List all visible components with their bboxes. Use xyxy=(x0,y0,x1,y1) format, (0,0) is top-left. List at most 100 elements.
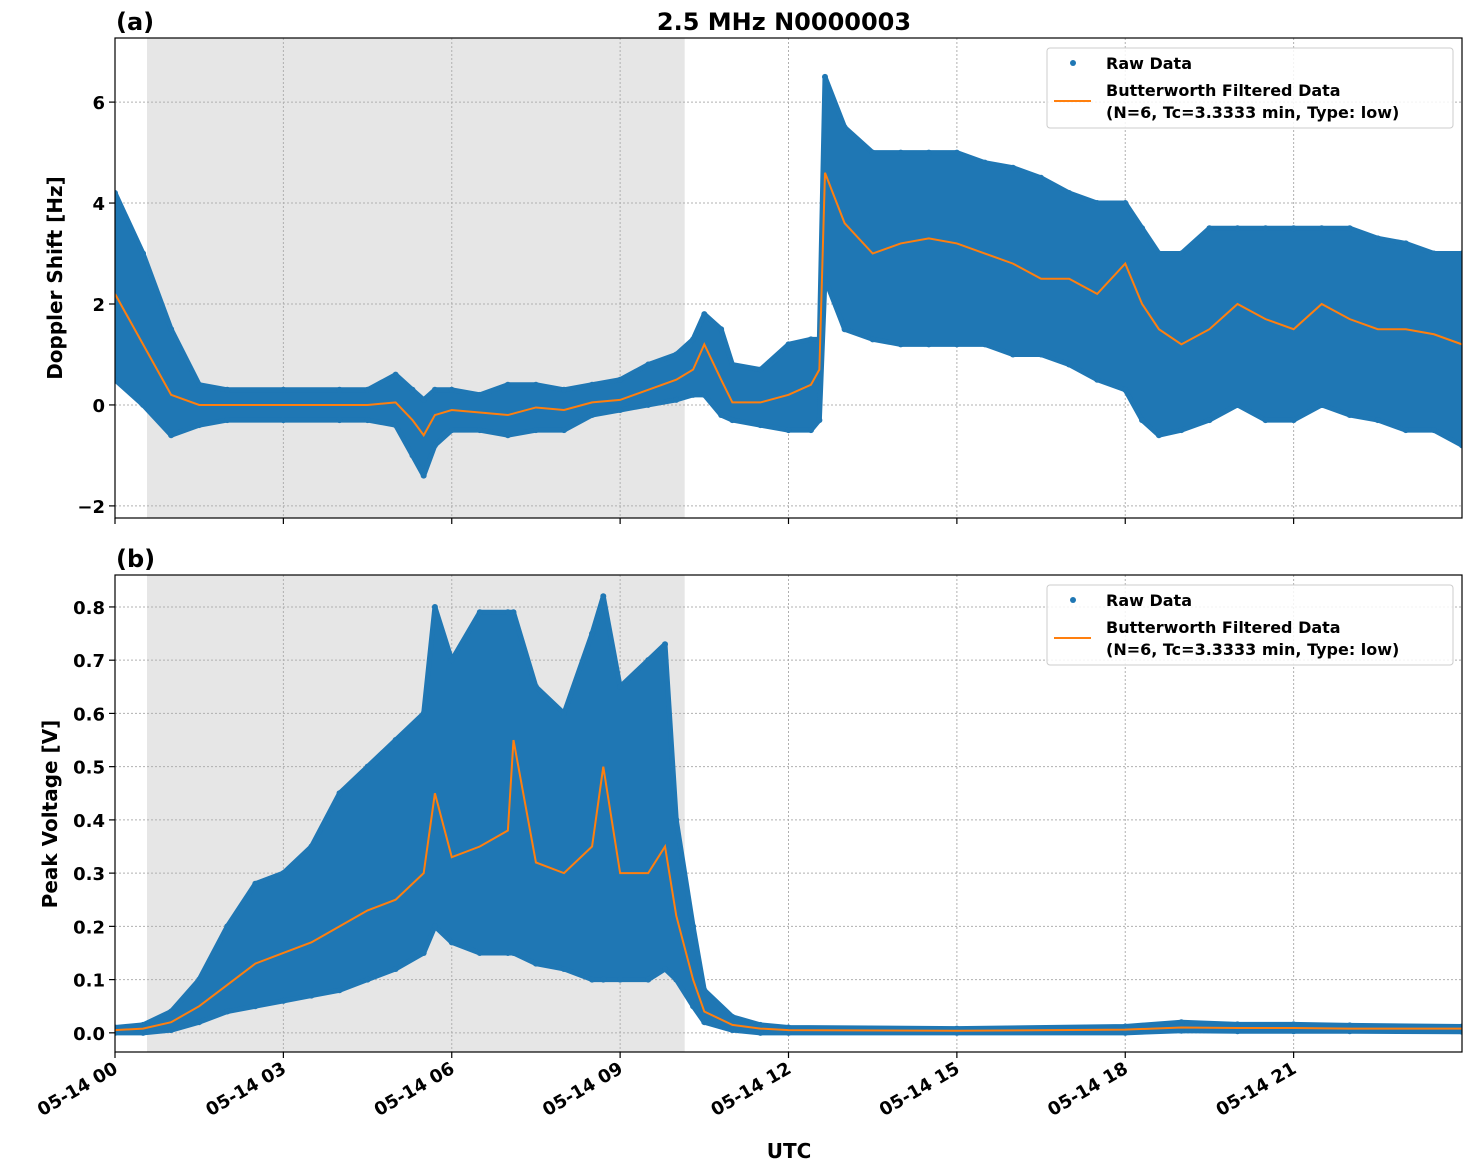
raw-data-point xyxy=(690,923,697,930)
raw-data-point xyxy=(448,939,455,946)
raw-data-point xyxy=(1346,1022,1353,1029)
y-tick-label: 0.2 xyxy=(73,917,105,938)
raw-data-point xyxy=(673,976,680,983)
raw-data-point xyxy=(476,949,483,956)
raw-data-point xyxy=(841,124,848,131)
legend: Raw Data Butterworth Filtered Data (N=6, T… xyxy=(1046,47,1454,129)
raw-data-point xyxy=(431,442,438,449)
raw-data-point xyxy=(1066,189,1073,196)
raw-data-point xyxy=(280,870,287,877)
raw-data-point xyxy=(645,976,652,983)
raw-data-point xyxy=(336,417,343,424)
raw-data-point xyxy=(448,657,455,664)
raw-data-point xyxy=(729,417,736,424)
raw-data-point xyxy=(841,326,848,333)
ylabel-a: Doppler Shift [Hz] xyxy=(43,176,67,380)
raw-data-point xyxy=(645,657,652,664)
raw-data-point xyxy=(690,1003,697,1010)
legend-box xyxy=(1046,584,1454,666)
raw-data-point xyxy=(504,949,511,956)
raw-data-point xyxy=(140,401,147,408)
raw-data-point xyxy=(510,609,517,616)
raw-data-point xyxy=(392,737,399,744)
panel-label-a: (a) xyxy=(116,8,154,36)
raw-data-point xyxy=(431,603,438,610)
raw-data-point xyxy=(504,381,511,388)
raw-data-point xyxy=(504,609,511,616)
raw-data-point xyxy=(280,417,287,424)
raw-data-point xyxy=(589,630,596,637)
raw-data-point xyxy=(115,1024,118,1031)
y-tick-label: 0.6 xyxy=(73,704,105,725)
raw-data-point xyxy=(308,992,315,999)
raw-data-point xyxy=(196,422,203,429)
raw-data-point xyxy=(600,593,607,600)
raw-data-point xyxy=(953,341,960,348)
raw-data-point xyxy=(1178,1027,1185,1034)
raw-data-point xyxy=(409,452,416,459)
raw-data-point xyxy=(420,949,427,956)
raw-data-point xyxy=(336,987,343,994)
raw-data-point xyxy=(196,976,203,983)
x-tick-label: 05-14 06 xyxy=(371,1058,458,1121)
raw-data-point xyxy=(1262,225,1269,232)
raw-data-point xyxy=(785,341,792,348)
raw-data-point xyxy=(600,976,607,983)
raw-data-point xyxy=(869,336,876,343)
raw-data-point xyxy=(1402,240,1409,247)
raw-data-point xyxy=(140,250,147,257)
raw-data-point xyxy=(1066,361,1073,368)
raw-data-point xyxy=(1290,1021,1297,1028)
raw-data-point xyxy=(729,361,736,368)
raw-data-point xyxy=(1122,1023,1129,1030)
raw-data-point xyxy=(953,149,960,156)
raw-data-point xyxy=(1155,432,1162,439)
legend-filtered-label: Butterworth Filtered Data xyxy=(1106,618,1341,637)
raw-data-point xyxy=(448,386,455,393)
raw-data-point xyxy=(532,960,539,967)
raw-data-point xyxy=(690,391,697,398)
raw-data-point xyxy=(807,336,814,343)
y-tick-label: 0.1 xyxy=(73,971,105,992)
raw-data-point xyxy=(224,1008,231,1015)
raw-data-point xyxy=(476,427,483,434)
raw-data-point xyxy=(1139,225,1146,232)
raw-data-point xyxy=(504,432,511,439)
raw-data-point xyxy=(1234,225,1241,232)
raw-data-point xyxy=(785,427,792,434)
raw-data-point xyxy=(168,1008,175,1015)
raw-data-point xyxy=(1206,417,1213,424)
raw-data-point xyxy=(1206,225,1213,232)
raw-data-point xyxy=(701,1019,708,1026)
legend-raw-marker-icon xyxy=(1070,60,1076,66)
raw-data-point xyxy=(196,1019,203,1026)
raw-data-point xyxy=(1402,427,1409,434)
y-tick-label: 0.0 xyxy=(73,1024,105,1045)
raw-data-point xyxy=(561,965,567,972)
raw-data-point xyxy=(1178,1019,1185,1026)
raw-data-point xyxy=(897,341,904,348)
panel-a: −2 0 2 4 6 Raw Data Butterworth Filtered Data (… xyxy=(77,37,1463,524)
raw-data-point xyxy=(1262,417,1269,424)
ylabel-b: Peak Voltage [V] xyxy=(38,720,62,909)
raw-data-point xyxy=(168,1027,175,1034)
raw-data-point xyxy=(409,386,416,393)
raw-data-point xyxy=(925,341,932,348)
raw-data-point xyxy=(224,417,231,424)
raw-data-point xyxy=(1459,442,1462,449)
raw-data-point xyxy=(1374,235,1381,242)
raw-data-point xyxy=(673,396,680,403)
raw-data-point xyxy=(1234,1028,1241,1035)
raw-data-point xyxy=(1234,401,1241,408)
legend-filtered-params: (N=6, Tc=3.3333 min, Type: low) xyxy=(1106,640,1399,659)
raw-data-point xyxy=(589,976,596,983)
raw-data-point xyxy=(1155,250,1162,257)
raw-data-point xyxy=(532,381,539,388)
y-tick-label: 0.7 xyxy=(73,651,105,672)
raw-data-point xyxy=(420,472,427,479)
chart-title: 2.5 MHz N0000003 xyxy=(657,8,911,36)
raw-data-point xyxy=(448,427,455,434)
raw-data-point xyxy=(645,361,652,368)
raw-data-point xyxy=(1178,250,1185,257)
raw-data-point xyxy=(1290,1028,1297,1035)
